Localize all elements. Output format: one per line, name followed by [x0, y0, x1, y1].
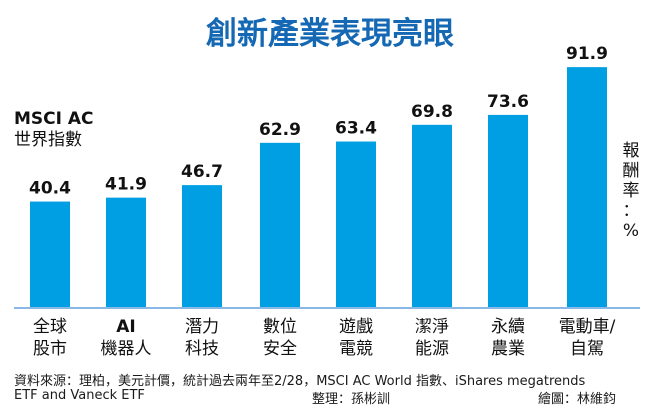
value-label-1: 40.4 — [29, 179, 71, 199]
bar-6 — [412, 124, 452, 308]
category-label-6-line2: 能源 — [415, 339, 449, 359]
category-label-3-line2: 科技 — [185, 339, 219, 359]
ylabel-char-1: 報 — [623, 141, 640, 161]
category-label-3-line1: 潛力 — [185, 317, 219, 337]
value-label-7: 73.6 — [487, 92, 529, 112]
editor-credit: 整理：孫彬訓 — [312, 392, 391, 407]
value-label-2: 41.9 — [105, 175, 147, 195]
category-label-2-line2: 機器人 — [101, 339, 152, 359]
value-label-8: 91.9 — [566, 44, 608, 64]
chart-title: 創新產業表現亮眼 — [206, 16, 454, 52]
category-label-6-line1: 潔淨 — [415, 317, 449, 337]
value-label-3: 46.7 — [181, 162, 223, 182]
series-label-line1: MSCI AC — [14, 109, 94, 129]
series-label-line2: 世界指數 — [14, 130, 82, 150]
category-label-4-line2: 安全 — [263, 339, 297, 359]
bar-7 — [488, 114, 528, 308]
bar-3 — [182, 185, 222, 307]
ylabel-char-2: 酬 — [623, 161, 640, 181]
value-label-6: 69.8 — [411, 102, 453, 122]
bar-1 — [30, 201, 70, 307]
category-label-5-line1: 遊戲 — [339, 317, 373, 337]
bar-8 — [567, 67, 607, 308]
category-label-4-line1: 數位 — [263, 317, 297, 337]
bar-2 — [106, 197, 146, 307]
category-label-1-line2: 股市 — [33, 339, 67, 359]
source-note-line2: ETF and Vaneck ETF — [14, 388, 145, 403]
ylabel-char-4: ： — [623, 201, 640, 221]
bar-4 — [260, 142, 300, 307]
category-label-7-line2: 農業 — [491, 339, 525, 359]
illustrator-credit: 繪圖：林維鈞 — [538, 392, 617, 407]
category-label-7-line1: 永續 — [491, 317, 525, 337]
category-label-8-line2: 自駕 — [570, 339, 604, 359]
value-label-5: 63.4 — [335, 119, 377, 139]
category-label-5-line2: 電競 — [339, 339, 373, 359]
ylabel-char-3: 率 — [623, 181, 640, 201]
bar-5 — [336, 141, 376, 307]
value-label-4: 62.9 — [259, 120, 301, 140]
ylabel-char-5: % — [623, 221, 639, 241]
source-note-line1: 資料來源：理柏，美元計價，統計過去兩年至2/28，MSCI AC World 指… — [14, 374, 586, 389]
category-label-2-line1: AI — [116, 317, 135, 337]
category-label-8-line1: 電動車/ — [559, 317, 616, 337]
category-label-1-line1: 全球 — [33, 317, 67, 337]
